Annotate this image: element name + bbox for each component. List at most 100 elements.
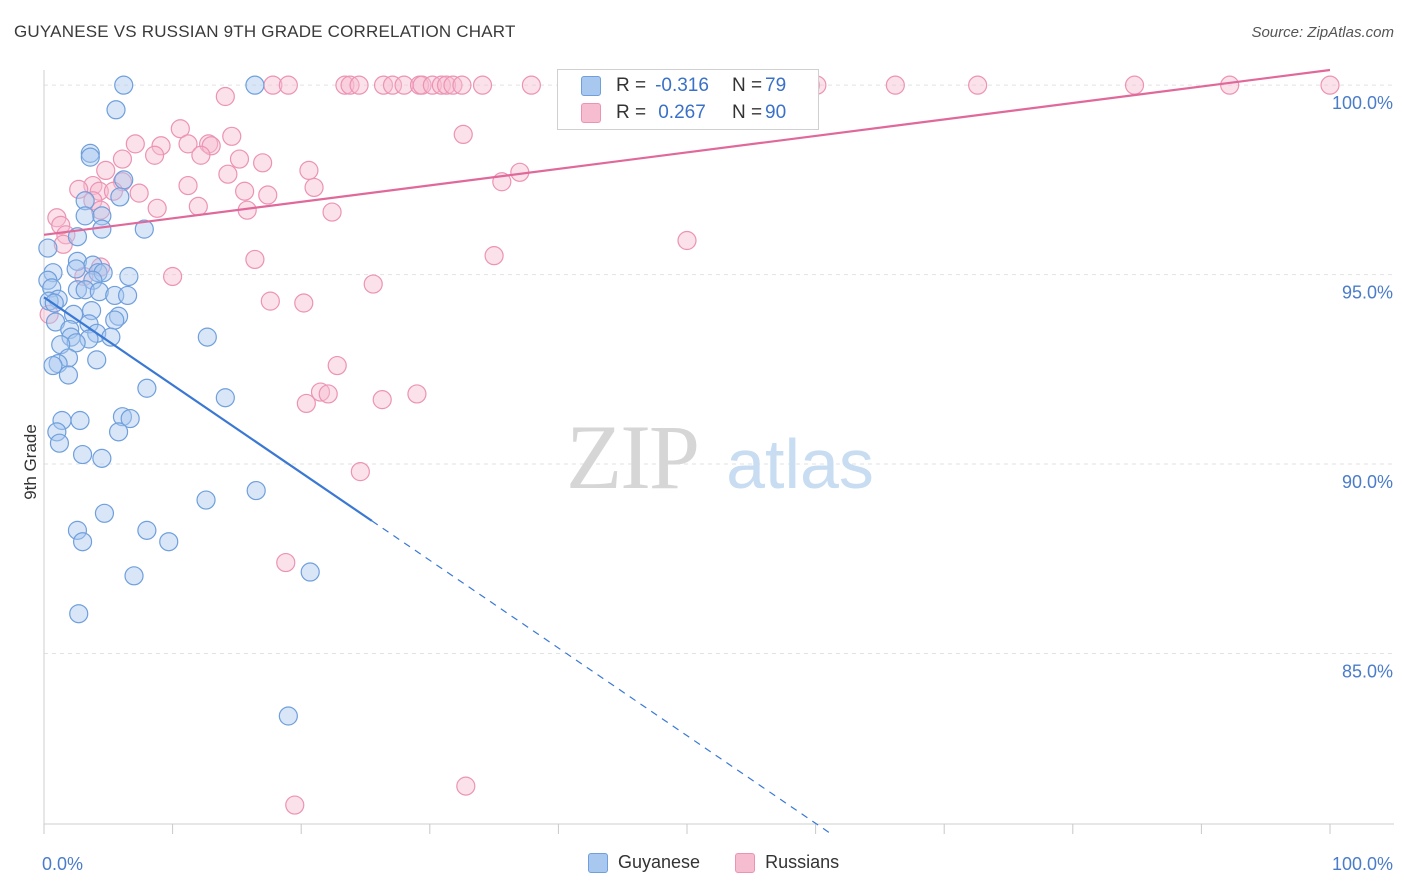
data-point-russians [1320,75,1340,95]
watermark: ZIP atlas [566,406,874,508]
data-point-guyanese [58,348,79,368]
n-label: N = [732,102,763,123]
data-point-guyanese [79,329,99,349]
data-point-guyanese [112,407,133,427]
data-point-russians [382,75,403,95]
data-point-guyanese [134,219,154,239]
data-point-guyanese [137,378,157,398]
data-point-guyanese [49,433,70,453]
data-point-guyanese [106,100,126,120]
data-point-russians [335,75,355,95]
data-point-guyanese [105,310,125,330]
data-point-guyanese [87,350,107,370]
watermark-atlas: atlas [726,425,874,503]
data-point-russians [235,181,255,201]
data-point-guyanese [92,206,112,226]
data-point-russians [1124,75,1145,95]
data-point-guyanese [93,263,113,283]
data-point-russians [89,181,109,201]
data-point-russians [322,202,342,222]
data-point-russians [163,266,183,287]
legend-label-guyanese: Guyanese [618,852,701,872]
data-point-russians [178,134,198,154]
data-point-russians [253,153,273,173]
data-point-russians [521,75,541,95]
data-point-guyanese [124,566,144,586]
n-label: N = [732,75,763,96]
data-point-russians [407,384,427,404]
data-point-russians [472,75,493,95]
data-point-russians [276,552,296,573]
data-point-guyanese [67,520,88,540]
data-point-russians [258,185,278,205]
r-value-guyanese: -0.316 [655,75,709,96]
data-point-guyanese [70,410,90,431]
data-point-guyanese [72,444,93,465]
data-point-russians [436,75,457,95]
data-point-guyanese [94,503,115,523]
chart-title: GUYANESE VS RUSSIAN 9TH GRADE CORRELATIO… [14,22,516,41]
legend-label-russians: Russians [765,852,840,872]
data-point-guyanese [300,562,320,582]
data-point-guyanese [108,306,129,326]
data-point-russians [296,393,316,414]
data-point-guyanese [159,532,179,552]
data-point-guyanese [63,304,84,324]
series-guyanese [38,75,320,726]
legend-swatch-guyanese [581,76,601,96]
data-point-russians [299,160,319,181]
data-point-russians [285,795,305,815]
n-value-guyanese: 79 [765,75,787,96]
data-point-guyanese [69,604,89,624]
legend-item-russians[interactable]: Russians [735,852,839,873]
data-point-guyanese [245,75,265,95]
data-point-guyanese [38,238,58,258]
data-point-russians [372,390,392,410]
data-point-russians [327,355,347,376]
data-point-guyanese [80,147,100,167]
data-point-guyanese [108,422,129,442]
r-label: R = [616,75,647,96]
data-point-guyanese [43,355,63,376]
data-point-guyanese [92,448,112,468]
data-point-russians [885,75,905,95]
data-point-guyanese [120,408,140,429]
data-point-guyanese [67,280,88,300]
legend-swatch-russians [735,852,756,873]
data-point-russians [218,164,238,184]
data-point-guyanese [246,480,266,501]
legend-swatch-russians [581,103,601,123]
r-value-russians: 0.267 [658,102,706,123]
data-point-russians [412,75,432,95]
r-label: R = [616,102,647,123]
data-point-guyanese [75,191,95,211]
data-point-russians [96,160,116,181]
correlation-legend: R = -0.316 N = 79 R = 0.267 N = 90 [557,69,819,130]
trend-line-russians [43,68,1331,236]
data-point-russians [144,145,165,165]
data-point-guyanese [75,206,95,226]
data-point-guyanese [47,422,67,442]
legend-item-guyanese[interactable]: Guyanese [588,852,700,873]
data-point-russians [294,293,314,313]
source-label: Source: ZipAtlas.com [1251,24,1394,41]
data-point-russians [304,177,324,198]
data-point-guyanese [117,285,138,306]
data-point-guyanese [66,333,86,353]
data-point-guyanese [114,75,134,95]
data-point-russians [1220,75,1240,95]
data-point-russians [310,382,331,402]
data-point-guyanese [114,170,134,190]
y-tick-label: 100.0% [1332,93,1393,113]
data-point-russians [453,124,473,145]
trend-line-guyanese [43,296,373,522]
data-point-russians [151,136,171,156]
data-point-russians [245,249,265,270]
x-tick-label: 0.0% [42,854,83,874]
data-point-guyanese [196,490,216,510]
y-tick-label: 85.0% [1342,661,1393,681]
y-tick-label: 90.0% [1342,472,1393,492]
data-point-russians [170,119,190,139]
data-point-russians [51,215,71,235]
